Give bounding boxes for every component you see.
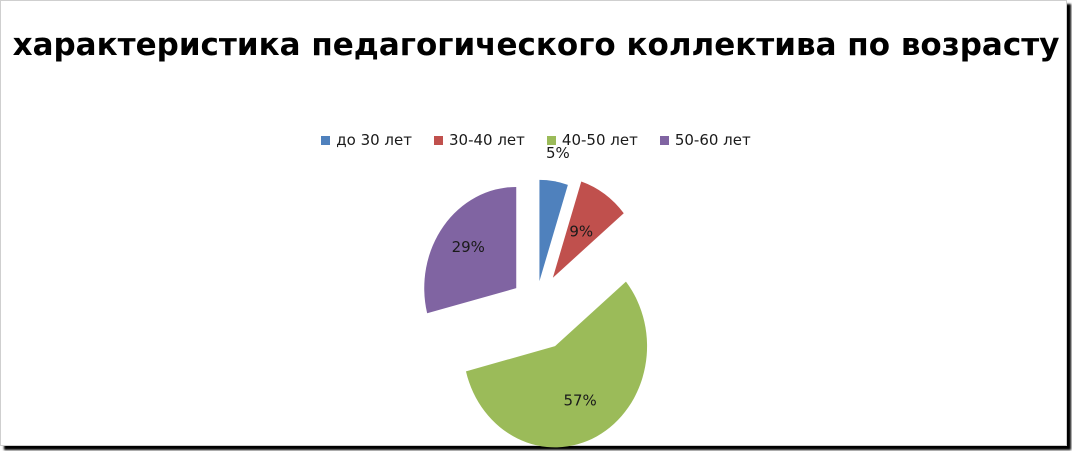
pie-slice-2: [465, 281, 648, 448]
legend-item-1: 30-40 лет: [433, 131, 525, 149]
pie-slice-0: [539, 179, 568, 282]
legend-item-3: 50-60 лет: [659, 131, 751, 149]
pie-label-3: 29%: [452, 238, 485, 256]
chart-legend: до 30 лет 30-40 лет 40-50 лет 50-60 лет: [0, 131, 1072, 149]
legend-label-0: до 30 лет: [336, 131, 412, 149]
legend-label-1: 30-40 лет: [448, 131, 525, 149]
legend-item-2: 40-50 лет: [546, 131, 638, 149]
pie-label-1: 9%: [569, 223, 593, 241]
pie-slice-3: [424, 186, 517, 314]
legend-swatch-0: [321, 135, 331, 145]
pie-slice-1: [552, 181, 624, 278]
legend-item-0: до 30 лет: [321, 131, 412, 149]
legend-swatch-2: [546, 135, 556, 145]
pie-label-0: 5%: [546, 144, 570, 162]
legend-swatch-3: [659, 135, 669, 145]
chart-title: характеристика педагогического коллектив…: [12, 27, 1060, 63]
legend-swatch-1: [433, 135, 443, 145]
pie-label-2: 57%: [563, 391, 596, 409]
legend-label-2: 40-50 лет: [561, 131, 638, 149]
legend-label-3: 50-60 лет: [674, 131, 751, 149]
